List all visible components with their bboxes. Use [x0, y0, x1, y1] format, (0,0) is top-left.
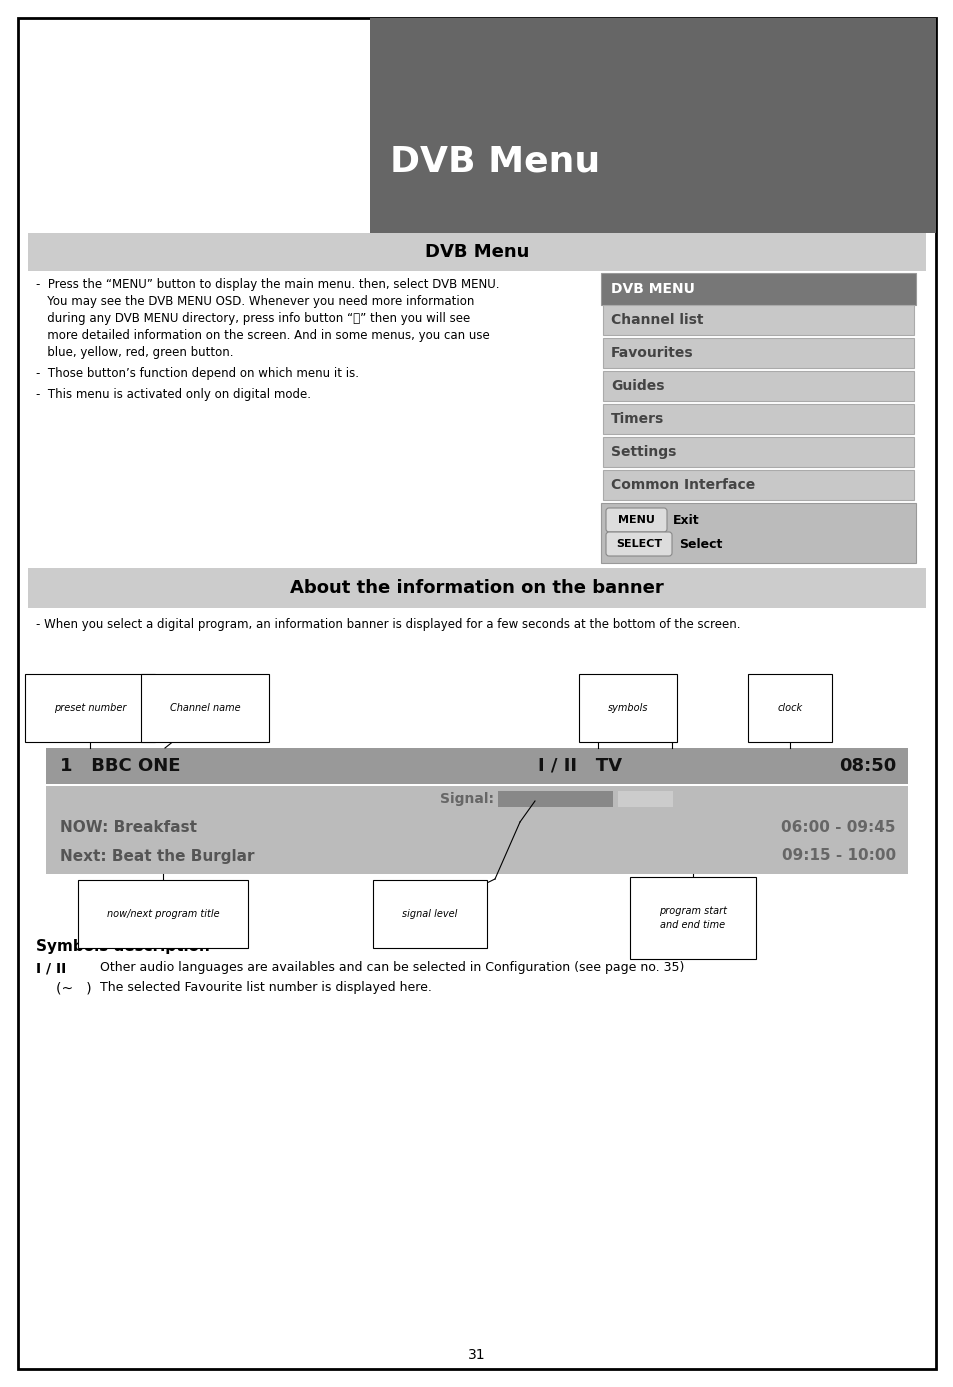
Text: -  Press the “MENU” button to display the main menu. then, select DVB MENU.: - Press the “MENU” button to display the… — [36, 277, 499, 291]
Text: now/next program title: now/next program title — [107, 908, 219, 920]
Text: blue, yellow, red, green button.: blue, yellow, red, green button. — [36, 345, 233, 359]
Text: Select: Select — [679, 538, 721, 551]
Bar — [602, 338, 913, 368]
Bar — [370, 18, 935, 233]
Bar — [28, 569, 925, 608]
Text: during any DVB MENU directory, press info button “ⓘ” then you will see: during any DVB MENU directory, press inf… — [36, 312, 470, 325]
Text: I / II: I / II — [36, 961, 66, 975]
Text: About the information on the banner: About the information on the banner — [290, 578, 663, 596]
Text: Symbols description: Symbols description — [36, 939, 210, 954]
Text: Guides: Guides — [610, 379, 664, 393]
Text: -  This menu is activated only on digital mode.: - This menu is activated only on digital… — [36, 388, 311, 401]
Text: symbols: symbols — [607, 703, 648, 713]
Bar — [602, 370, 913, 401]
Text: Signal:: Signal: — [439, 792, 494, 806]
Text: Next: Beat the Burglar: Next: Beat the Burglar — [60, 849, 254, 864]
Bar — [600, 503, 915, 563]
Text: You may see the DVB MENU OSD. Whenever you need more information: You may see the DVB MENU OSD. Whenever y… — [36, 295, 474, 308]
Bar — [46, 748, 907, 784]
Text: signal level: signal level — [402, 908, 457, 920]
Text: Channel name: Channel name — [170, 703, 240, 713]
Text: preset number: preset number — [53, 703, 126, 713]
Bar — [602, 437, 913, 467]
Text: DVB Menu: DVB Menu — [424, 243, 529, 261]
Text: 09:15 - 10:00: 09:15 - 10:00 — [781, 849, 895, 864]
Text: Settings: Settings — [610, 445, 676, 459]
Bar — [602, 470, 913, 499]
Bar — [46, 786, 907, 811]
Text: 31: 31 — [468, 1348, 485, 1362]
Text: 1   BBC ONE: 1 BBC ONE — [60, 757, 180, 775]
Bar — [602, 404, 913, 434]
Bar — [28, 233, 925, 270]
Text: Other audio languages are availables and can be selected in Configuration (see p: Other audio languages are availables and… — [100, 961, 683, 974]
Text: Timers: Timers — [610, 412, 663, 426]
Bar — [618, 791, 673, 807]
Text: Common Interface: Common Interface — [610, 479, 755, 492]
Text: SELECT: SELECT — [616, 540, 661, 549]
Text: - When you select a digital program, an information banner is displayed for a fe: - When you select a digital program, an … — [36, 619, 740, 631]
Text: -  Those button’s function depend on which menu it is.: - Those button’s function depend on whic… — [36, 368, 358, 380]
Text: The selected Favourite list number is displayed here.: The selected Favourite list number is di… — [100, 981, 432, 994]
Text: 06:00 - 09:45: 06:00 - 09:45 — [781, 821, 895, 835]
Text: Channel list: Channel list — [610, 313, 702, 327]
Text: clock: clock — [777, 703, 801, 713]
Bar — [46, 811, 907, 874]
Text: 08:50: 08:50 — [838, 757, 895, 775]
Text: program start
and end time: program start and end time — [659, 906, 726, 929]
Text: DVB MENU: DVB MENU — [610, 282, 694, 295]
Text: DVB Menu: DVB Menu — [390, 144, 599, 178]
Text: MENU: MENU — [617, 515, 654, 526]
Text: I / II   TV: I / II TV — [537, 757, 621, 775]
Text: (~   ): (~ ) — [56, 981, 91, 994]
Bar — [600, 273, 915, 305]
FancyBboxPatch shape — [605, 533, 671, 556]
FancyBboxPatch shape — [605, 508, 666, 533]
Text: NOW: Breakfast: NOW: Breakfast — [60, 821, 196, 835]
Bar — [602, 305, 913, 336]
Text: more detailed information on the screen. And in some menus, you can use: more detailed information on the screen.… — [36, 329, 489, 343]
Text: Exit: Exit — [672, 513, 699, 527]
Text: Favourites: Favourites — [610, 345, 693, 361]
Bar — [497, 791, 613, 807]
